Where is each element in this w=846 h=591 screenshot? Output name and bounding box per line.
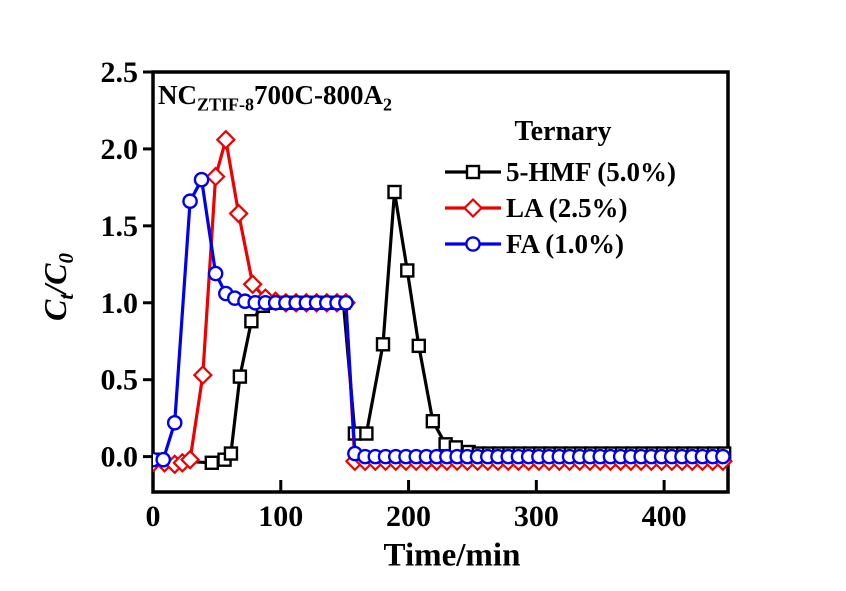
y-axis-title: Ct/C0 [36,253,79,321]
diamond-marker-icon [445,197,501,219]
plot-frame [151,70,730,494]
x-tick-label: 0 [146,500,161,533]
legend-label-fa: FA (1.0%) [506,228,624,259]
circle-marker-icon [445,236,501,252]
y-tick-label: 0.0 [101,441,139,474]
legend-entry-5hmf: 5-HMF (5.0%) [443,154,683,190]
legend-entry-la: LA (2.5%) [443,190,683,226]
x-tick-label: 200 [386,500,431,533]
y-tick-label: 2.5 [101,56,139,89]
legend-label-5hmf: 5-HMF (5.0%) [506,156,676,187]
y-tick-label: 1.0 [101,287,139,320]
legend-entry-fa: FA (1.0%) [443,226,683,262]
series-fa [153,171,731,468]
sample-label: NCZTIF-8700C-800A2 [158,80,392,115]
sample-label-prefix-sub: ZTIF-8 [197,94,255,115]
legend: Ternary 5-HMF (5.0%) LA (2.5%) FA (1.0%) [443,116,683,262]
y-axis-ticks: 0.0 0.5 1.0 1.5 2.0 2.5 [101,56,155,474]
y-tick-label: 2.0 [101,133,139,166]
legend-label-la: LA (2.5%) [506,192,628,223]
sample-label-main-sub: 2 [383,94,393,115]
x-tick-label: 400 [642,500,687,533]
sample-label-prefix: NC [158,80,197,110]
square-marker-icon [445,164,501,180]
x-axis-title: Time/min [383,537,521,574]
y-tick-label: 1.5 [101,210,139,243]
x-tick-label: 300 [514,500,559,533]
y-tick-label: 0.5 [101,364,139,397]
legend-title: Ternary [514,116,612,147]
x-tick-label: 100 [258,500,303,533]
x-axis-ticks: 0 100 200 300 400 [146,480,687,533]
sample-label-main: 700C-800A [254,80,384,110]
